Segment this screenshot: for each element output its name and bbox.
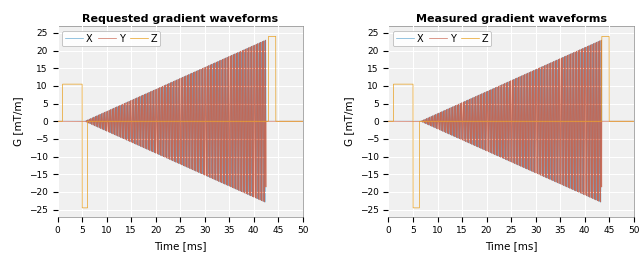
Z: [550, 120, 557, 123]
Y: [596, 200, 604, 204]
X: [256, 52, 264, 55]
Y-axis label: G [mT/m]: G [mT/m]: [13, 96, 23, 146]
Y: [385, 120, 392, 123]
Y: [196, 73, 204, 76]
Y: [299, 120, 307, 123]
X: [385, 120, 392, 123]
X: [597, 200, 605, 204]
Z: [587, 120, 595, 123]
Y: [630, 120, 637, 123]
X: [299, 120, 307, 123]
Z: [78, 206, 86, 209]
Z: [299, 120, 307, 123]
X: [550, 113, 557, 116]
X: [97, 127, 105, 130]
X-axis label: Time [ms]: Time [ms]: [484, 241, 538, 251]
Z: [219, 120, 227, 123]
X: [622, 120, 630, 123]
Line: Y: Y: [58, 40, 303, 202]
X: [587, 63, 595, 66]
X: [291, 120, 299, 123]
Y: [527, 85, 534, 88]
Z: [598, 35, 605, 38]
X-axis label: Time [ms]: Time [ms]: [154, 241, 207, 251]
Z: [291, 120, 299, 123]
Y: [256, 159, 264, 162]
Y: [219, 107, 227, 110]
Y: [291, 120, 299, 123]
X: [196, 97, 204, 100]
X: [527, 155, 534, 158]
Y: [587, 68, 595, 71]
Z: [385, 120, 392, 123]
Z: [630, 120, 637, 123]
Y: [116, 105, 124, 108]
Z: [97, 120, 105, 123]
X: [219, 59, 227, 62]
Z: [622, 120, 630, 123]
Z: [256, 120, 264, 123]
Y: [97, 118, 105, 121]
Legend: X, Y, Z: X, Y, Z: [63, 31, 161, 46]
Legend: X, Y, Z: X, Y, Z: [394, 31, 492, 46]
Title: Measured gradient waveforms: Measured gradient waveforms: [415, 14, 607, 24]
X: [262, 38, 269, 42]
Z: [264, 35, 272, 38]
Line: Z: Z: [58, 36, 303, 208]
Z: [428, 120, 436, 123]
X: [428, 123, 436, 126]
Y: [262, 39, 269, 42]
Y: [550, 60, 557, 63]
X: [54, 120, 61, 123]
Line: X: X: [388, 40, 634, 202]
X: [116, 114, 124, 117]
Y: [597, 39, 605, 42]
X: [447, 130, 454, 133]
X: [630, 120, 637, 123]
Z: [116, 120, 124, 123]
Z: [527, 120, 534, 123]
Line: X: X: [58, 40, 303, 202]
Y: [260, 200, 268, 204]
Y: [428, 124, 436, 127]
Z: [447, 120, 454, 123]
Z: [54, 120, 61, 123]
Z: [409, 206, 417, 209]
Line: Y: Y: [388, 40, 634, 202]
X: [598, 38, 605, 42]
Y-axis label: G [mT/m]: G [mT/m]: [344, 96, 354, 146]
Line: Z: Z: [388, 36, 634, 208]
Y: [447, 111, 454, 114]
Title: Requested gradient waveforms: Requested gradient waveforms: [82, 14, 278, 24]
Z: [196, 120, 204, 123]
Y: [54, 120, 61, 123]
X: [261, 200, 269, 204]
Y: [622, 120, 630, 123]
